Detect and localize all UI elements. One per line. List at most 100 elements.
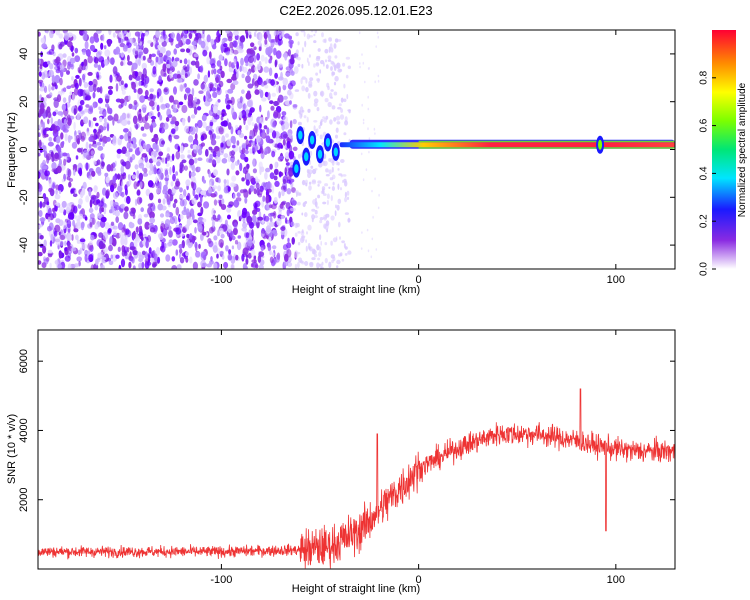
spectrogram-noise-speck: [128, 74, 133, 81]
spectrogram-noise-speck: [39, 81, 43, 87]
spectrogram-noise-speck: [325, 64, 329, 69]
spectrogram-noise-speck: [282, 77, 289, 86]
spectrogram-noise-speck: [145, 162, 151, 169]
spectrogram-noise-speck: [217, 34, 221, 42]
spectrogram-noise-speck: [46, 153, 52, 161]
spectrogram-noise-speck: [41, 71, 46, 80]
spectrogram-noise-speck: [230, 126, 234, 135]
spectrogram-noise-speck: [340, 97, 344, 103]
spectrogram-noise-speck: [254, 30, 258, 33]
spectrogram-noise-speck: [141, 116, 148, 124]
spectrogram-noise-speck: [188, 170, 192, 179]
spectrogram-noise-speck: [210, 193, 217, 198]
spectrogram-noise-speck: [68, 181, 72, 188]
spectrogram-noise-speck: [325, 168, 329, 173]
spectrogram-noise-speck: [59, 240, 64, 246]
spectrogram-y-axis-label: Frequency (Hz): [6, 112, 18, 188]
spectrogram-noise-speck: [118, 264, 122, 269]
spectrogram-noise-speck: [341, 240, 345, 244]
spectrogram-noise-speck: [227, 214, 231, 220]
spectrogram-noise-speck: [50, 125, 56, 130]
spectrogram-noise-speck: [133, 100, 138, 105]
spectrogram-noise-speck: [63, 87, 67, 93]
snr-y-ticks: 2000 4000 6000: [18, 349, 675, 512]
spectrogram-noise-speck: [190, 176, 196, 182]
spectrogram-noise-speck: [43, 85, 48, 93]
spectrogram-noise-speck: [251, 122, 255, 127]
spectrogram-noise-speck: [71, 234, 74, 241]
spectrogram-noise-speck: [172, 165, 176, 174]
spectrogram-noise-speck: [112, 207, 116, 216]
spectrogram-noise-speck: [93, 160, 97, 165]
spectrogram-noise-speck: [41, 165, 48, 170]
spectrogram-noise-speck: [296, 222, 300, 228]
spectrogram-noise-speck: [198, 38, 202, 45]
spectrogram-noise-speck: [323, 214, 328, 221]
spectrogram-noise-speck: [321, 32, 324, 38]
spectrogram-noise-speck: [84, 40, 89, 50]
spectrogram-noise-speck: [145, 188, 151, 197]
spectrogram-noise-speck: [230, 162, 235, 170]
spectrogram-noise-speck: [324, 242, 328, 246]
spectrogram-noise-speck: [73, 121, 76, 131]
spectrogram-noise-speck: [374, 132, 376, 136]
spectrogram-noise-speck: [308, 181, 312, 185]
spectrogram-noise-speck: [367, 127, 369, 131]
spectrogram-noise-speck: [121, 89, 126, 95]
spectrogram-noise-speck: [197, 73, 201, 80]
spectrogram-noise-speck: [242, 217, 246, 224]
spectrogram-noise-speck: [59, 77, 63, 86]
spectrogram-noise-speck: [269, 250, 272, 256]
spectrogram-noise-speck: [334, 55, 338, 59]
spectrogram-noise-speck: [192, 188, 196, 197]
spectrogram-noise-speck: [53, 230, 58, 237]
spectrogram-noise-speck: [286, 188, 292, 195]
spectrogram-noise-speck: [288, 150, 295, 160]
spectrogram-noise-speck: [166, 174, 170, 179]
spectrogram-noise-speck: [173, 135, 180, 140]
spectrogram-noise-speck: [164, 219, 171, 228]
spectrogram-noise-speck: [320, 60, 325, 65]
spectrogram-noise-speck: [310, 30, 314, 33]
spectrogram-noise-speck: [207, 187, 212, 194]
spectrogram-noise-speck: [58, 206, 65, 214]
spectrogram-noise-speck: [317, 183, 320, 187]
spectrogram-noise-speck: [247, 83, 254, 89]
spectrogram-noise-speck: [245, 75, 251, 84]
spectrogram-noise-speck: [163, 88, 168, 93]
spectrogram-noise-speck: [245, 139, 249, 147]
spectrogram-noise-speck: [232, 193, 236, 199]
spectrogram-noise-speck: [297, 231, 301, 234]
spectrogram-noise-speck: [228, 249, 232, 255]
spectrogram-noise-speck: [144, 221, 150, 230]
spectrogram-noise-speck: [84, 216, 88, 221]
spectrogram-noise-speck: [202, 218, 207, 223]
spectrogram-noise-speck: [211, 219, 215, 228]
spectrogram-noise-speck: [308, 61, 310, 66]
spectrogram-noise-speck: [203, 74, 208, 83]
spectrogram-noise-speck: [90, 194, 97, 200]
spectrogram-noise-speck: [187, 93, 194, 103]
spectrogram-noise-speck: [188, 135, 194, 143]
spectrogram-noise-speck: [186, 233, 190, 239]
spectrogram-noise-speck: [214, 145, 220, 152]
spectrogram-noise-speck: [271, 130, 277, 139]
spectrogram-noise-speck: [121, 180, 124, 189]
spectrogram-noise-speck: [313, 253, 318, 258]
spectrogram-noise-speck: [266, 30, 270, 36]
spectrogram-noise-speck: [69, 63, 74, 68]
spectrogram-noise-speck: [59, 151, 64, 158]
spectrogram-noise-speck: [244, 135, 248, 140]
spectrogram-noise-speck: [159, 213, 165, 218]
spectrogram-noise-speck: [226, 207, 232, 213]
spectrogram-noise-speck: [126, 54, 130, 62]
spectrogram-noise-speck: [58, 33, 63, 39]
spectrogram-noise-speck: [181, 68, 185, 76]
spectrogram-noise-speck: [78, 77, 82, 87]
spectrogram-noise-speck: [306, 116, 309, 123]
spectrogram-noise-speck: [152, 121, 156, 126]
spectrogram-noise-speck: [82, 49, 87, 55]
spectrogram-noise-speck: [90, 264, 95, 269]
spectrogram-noise-speck: [333, 43, 337, 49]
spectrogram-noise-speck: [304, 40, 307, 48]
